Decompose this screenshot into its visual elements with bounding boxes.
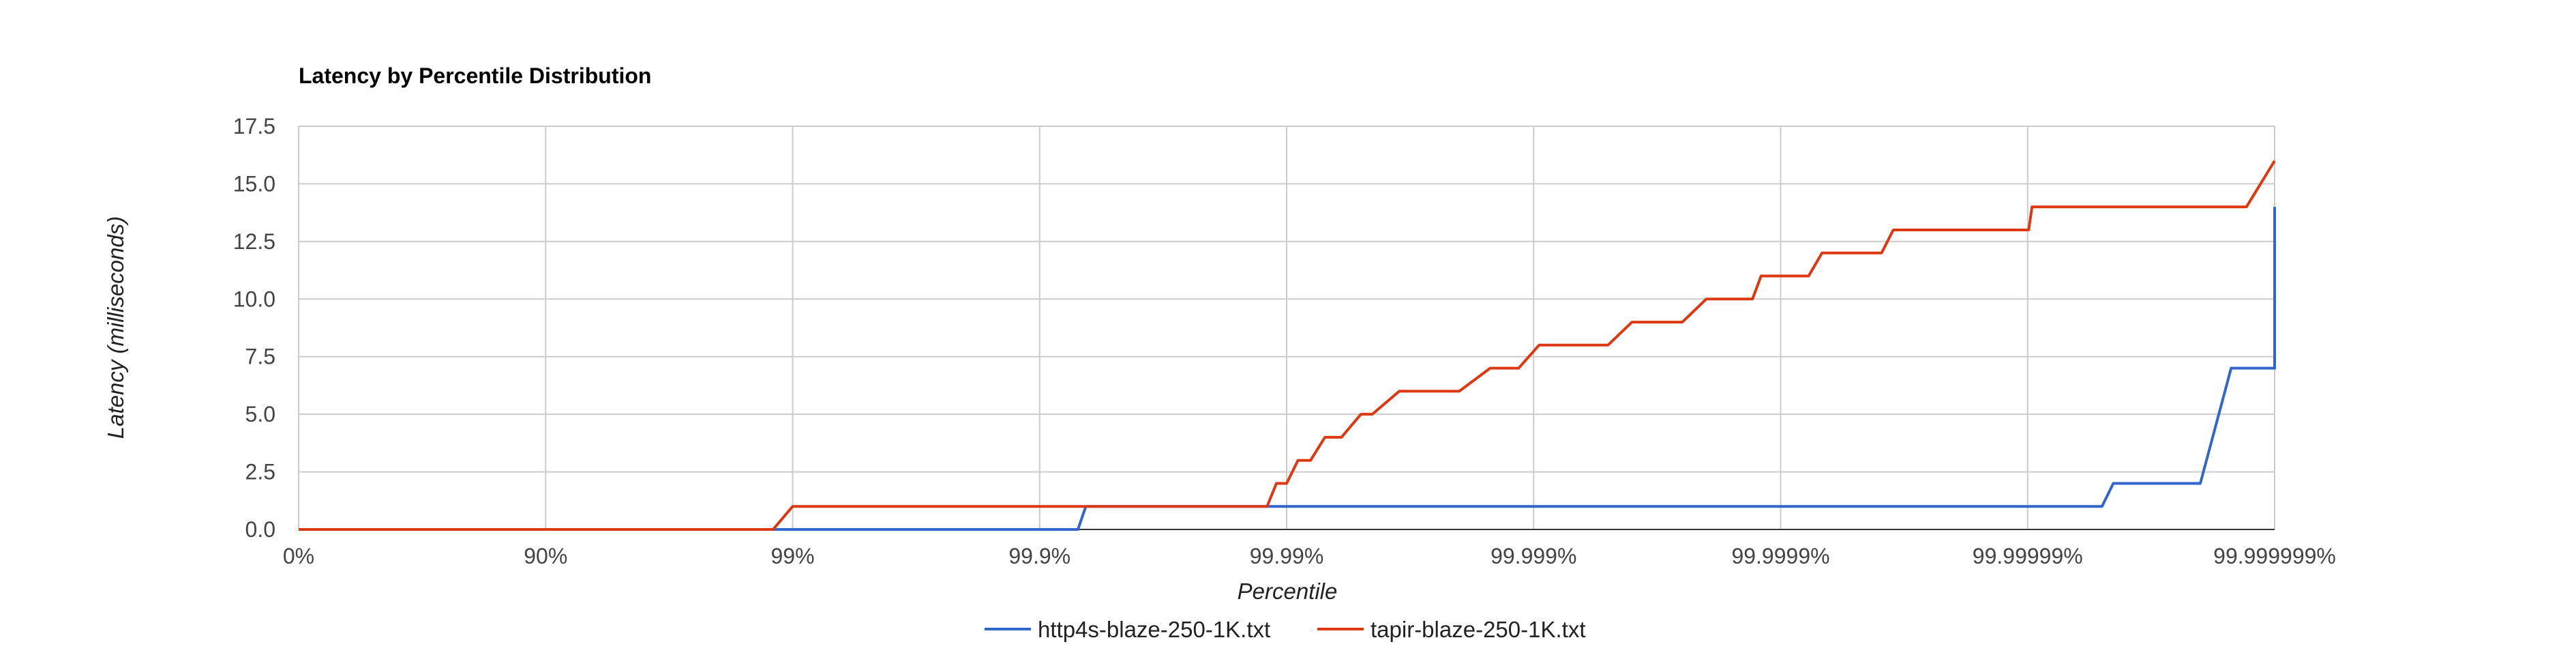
x-axis-title: Percentile [1238, 579, 1338, 604]
x-tick-label: 90% [524, 544, 567, 568]
y-tick-label: 17.5 [233, 114, 275, 139]
x-tick-label: 99.999999% [2213, 544, 2336, 568]
x-tick-label: 99.999% [1491, 544, 1576, 568]
tick-labels: 0.0 2.5 5.0 7.5 10.0 12.5 15.0 17.5 0% 90% 99% 99.9… [233, 114, 2336, 568]
y-tick-label: 2.5 [245, 460, 275, 484]
x-tick-label: 99% [770, 544, 814, 568]
x-tick-label: 99.9999% [1731, 544, 1829, 568]
x-tick-label: 99.99% [1250, 544, 1324, 568]
y-tick-label: 12.5 [233, 229, 275, 254]
chart-title: Latency by Percentile Distribution [299, 63, 651, 88]
legend-item-http4s[interactable]: http4s-blaze-250-1K.txt [985, 617, 1270, 642]
gridlines [298, 126, 2275, 530]
y-tick-label: 15.0 [233, 171, 275, 196]
y-tick-label: 5.0 [245, 402, 275, 426]
y-axis-title: Latency (milliseconds) [103, 216, 128, 439]
y-tick-label: 10.0 [233, 287, 275, 311]
series-line-http4s [299, 207, 2276, 531]
x-tick-label: 99.9% [1008, 544, 1070, 568]
legend-label: tapir-blaze-250-1K.txt [1371, 617, 1585, 642]
series-lines [299, 160, 2276, 531]
legend[interactable]: http4s-blaze-250-1K.txt tapir-blaze-250-1… [985, 617, 1585, 642]
y-tick-label: 7.5 [245, 345, 275, 369]
y-tick-label: 0.0 [245, 517, 275, 542]
x-tick-label: 0% [283, 544, 314, 568]
x-tick-label: 99.99999% [1973, 544, 2083, 568]
series-line-tapir [299, 160, 2276, 531]
legend-label: http4s-blaze-250-1K.txt [1038, 617, 1270, 642]
legend-item-tapir[interactable]: tapir-blaze-250-1K.txt [1317, 617, 1585, 642]
